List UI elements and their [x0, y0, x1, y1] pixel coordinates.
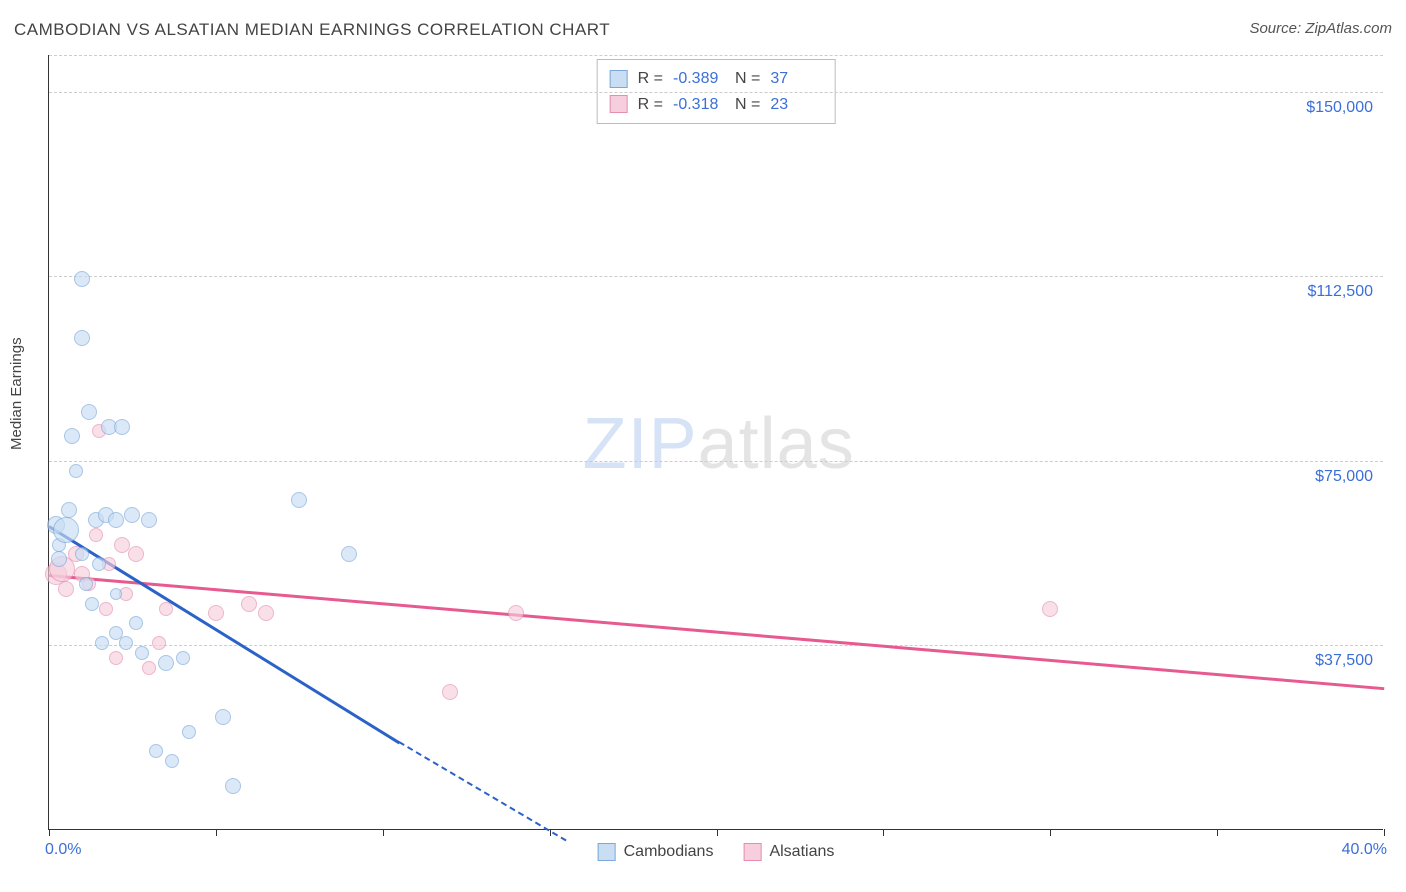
alsatians-point [152, 636, 166, 650]
cambodians-point [215, 709, 231, 725]
cambodians-point [124, 507, 140, 523]
watermark-zip: ZIP [583, 404, 698, 484]
y-tick-label: $150,000 [1306, 99, 1373, 117]
cambodians-point [176, 651, 190, 665]
x-tick [216, 829, 217, 836]
cambodians-point [225, 778, 241, 794]
alsatians-point [159, 602, 173, 616]
gridline [49, 645, 1383, 646]
cambodians-point [61, 502, 77, 518]
alsatians-point [89, 528, 103, 542]
cambodians-point [95, 636, 109, 650]
chart-title: CAMBODIAN VS ALSATIAN MEDIAN EARNINGS CO… [14, 20, 610, 39]
swatch-cambodians [610, 70, 628, 88]
cambodians-point [74, 271, 90, 287]
alsatians-point [241, 596, 257, 612]
swatch-alsatians [610, 95, 628, 113]
source-label: Source: ZipAtlas.com [1249, 20, 1392, 37]
x-min-label: 0.0% [45, 841, 81, 859]
gridline [49, 92, 1383, 93]
cambodians-point [129, 616, 143, 630]
swatch-cambodians [598, 843, 616, 861]
r-value-alsatians: -0.318 [673, 92, 725, 118]
cambodians-point [53, 517, 79, 543]
x-tick [49, 829, 50, 836]
y-tick-label: $37,500 [1315, 652, 1373, 670]
cambodians-point [149, 744, 163, 758]
cambodians-point [110, 588, 122, 600]
x-tick [1384, 829, 1385, 836]
cambodians-point [75, 547, 89, 561]
gridline [49, 276, 1383, 277]
alsatians-point [442, 684, 458, 700]
alsatians-point [58, 581, 74, 597]
cambodians-point [64, 428, 80, 444]
cambodians-point [85, 597, 99, 611]
alsatians-point [128, 546, 144, 562]
alsatians-point [99, 602, 113, 616]
legend-label-cambodians: Cambodians [624, 843, 714, 861]
x-tick [1050, 829, 1051, 836]
series-legend: Cambodians Alsatians [598, 843, 835, 861]
n-label: N = [735, 66, 760, 92]
y-tick-label: $112,500 [1307, 283, 1373, 301]
swatch-alsatians [743, 843, 761, 861]
y-axis-label: Median Earnings [8, 337, 25, 450]
gridline [49, 461, 1383, 462]
legend-label-alsatians: Alsatians [769, 843, 834, 861]
x-max-label: 40.0% [1342, 841, 1387, 859]
r-value-cambodians: -0.389 [673, 66, 725, 92]
n-value-alsatians: 23 [770, 92, 822, 118]
cambodians-point [158, 655, 174, 671]
cambodians-point [92, 557, 106, 571]
n-value-cambodians: 37 [770, 66, 822, 92]
trend-line [49, 574, 1384, 690]
cambodians-point [165, 754, 179, 768]
cambodians-point [51, 551, 67, 567]
y-tick-label: $75,000 [1315, 468, 1373, 486]
legend-item-cambodians: Cambodians [598, 843, 714, 861]
cambodians-point [108, 512, 124, 528]
legend-row-alsatians: R = -0.318 N = 23 [610, 92, 823, 118]
cambodians-point [81, 404, 97, 420]
x-tick [717, 829, 718, 836]
trend-line [399, 742, 567, 842]
r-label: R = [638, 66, 663, 92]
gridline [49, 55, 1383, 56]
alsatians-point [1042, 601, 1058, 617]
cambodians-point [69, 464, 83, 478]
cambodians-point [74, 330, 90, 346]
r-label: R = [638, 92, 663, 118]
alsatians-point [208, 605, 224, 621]
watermark: ZIPatlas [583, 403, 855, 485]
n-label: N = [735, 92, 760, 118]
cambodians-point [119, 636, 133, 650]
x-tick [1217, 829, 1218, 836]
watermark-atlas: atlas [698, 404, 855, 484]
alsatians-point [258, 605, 274, 621]
cambodians-point [341, 546, 357, 562]
cambodians-point [182, 725, 196, 739]
legend-item-alsatians: Alsatians [743, 843, 834, 861]
alsatians-point [508, 605, 524, 621]
scatter-plot-area: ZIPatlas R = -0.389 N = 37 R = -0.318 N … [48, 55, 1383, 830]
cambodians-point [79, 577, 93, 591]
x-tick [383, 829, 384, 836]
alsatians-point [142, 661, 156, 675]
cambodians-point [114, 419, 130, 435]
legend-row-cambodians: R = -0.389 N = 37 [610, 66, 823, 92]
cambodians-point [141, 512, 157, 528]
alsatians-point [109, 651, 123, 665]
cambodians-point [291, 492, 307, 508]
x-tick [883, 829, 884, 836]
cambodians-point [135, 646, 149, 660]
